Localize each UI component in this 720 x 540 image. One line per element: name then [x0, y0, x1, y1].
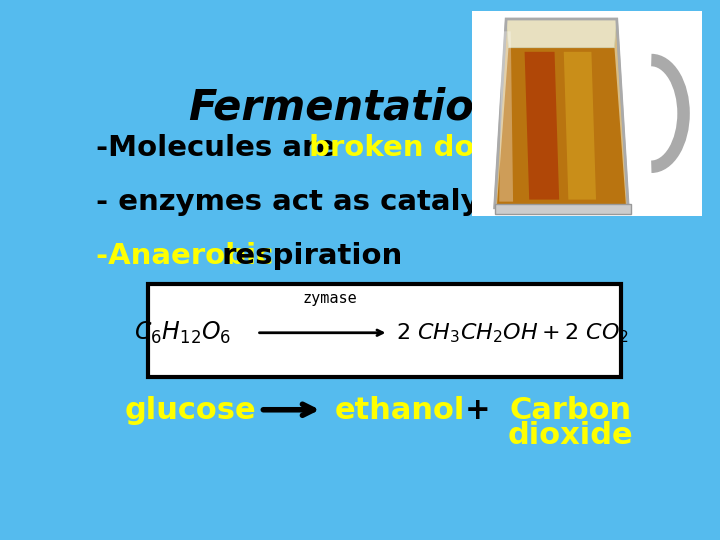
Text: +: + — [464, 396, 490, 425]
Text: broken down: broken down — [309, 134, 522, 162]
Polygon shape — [499, 31, 513, 201]
Polygon shape — [497, 48, 626, 206]
Text: $C_6H_{12}O_6$: $C_6H_{12}O_6$ — [135, 320, 232, 346]
Text: - enzymes act as catalysts: - enzymes act as catalysts — [96, 188, 528, 216]
Text: Fermentation: Fermentation — [188, 86, 503, 129]
Polygon shape — [564, 52, 596, 200]
Text: $2\ CH_3CH_2OH + 2\ CO_2$: $2\ CH_3CH_2OH + 2\ CO_2$ — [396, 321, 629, 345]
Text: -Molecules are: -Molecules are — [96, 134, 346, 162]
Text: respiration: respiration — [222, 242, 403, 270]
Text: dioxide: dioxide — [508, 421, 634, 449]
Text: glucose: glucose — [125, 396, 256, 425]
Polygon shape — [495, 19, 629, 208]
Text: ethanol: ethanol — [335, 396, 465, 425]
Polygon shape — [506, 19, 617, 48]
Text: -Anaerobic: -Anaerobic — [96, 242, 284, 270]
Text: zymase: zymase — [303, 291, 358, 306]
Text: Carbon: Carbon — [510, 396, 631, 425]
Bar — [495, 204, 631, 214]
Bar — [148, 284, 621, 377]
Polygon shape — [525, 52, 559, 200]
